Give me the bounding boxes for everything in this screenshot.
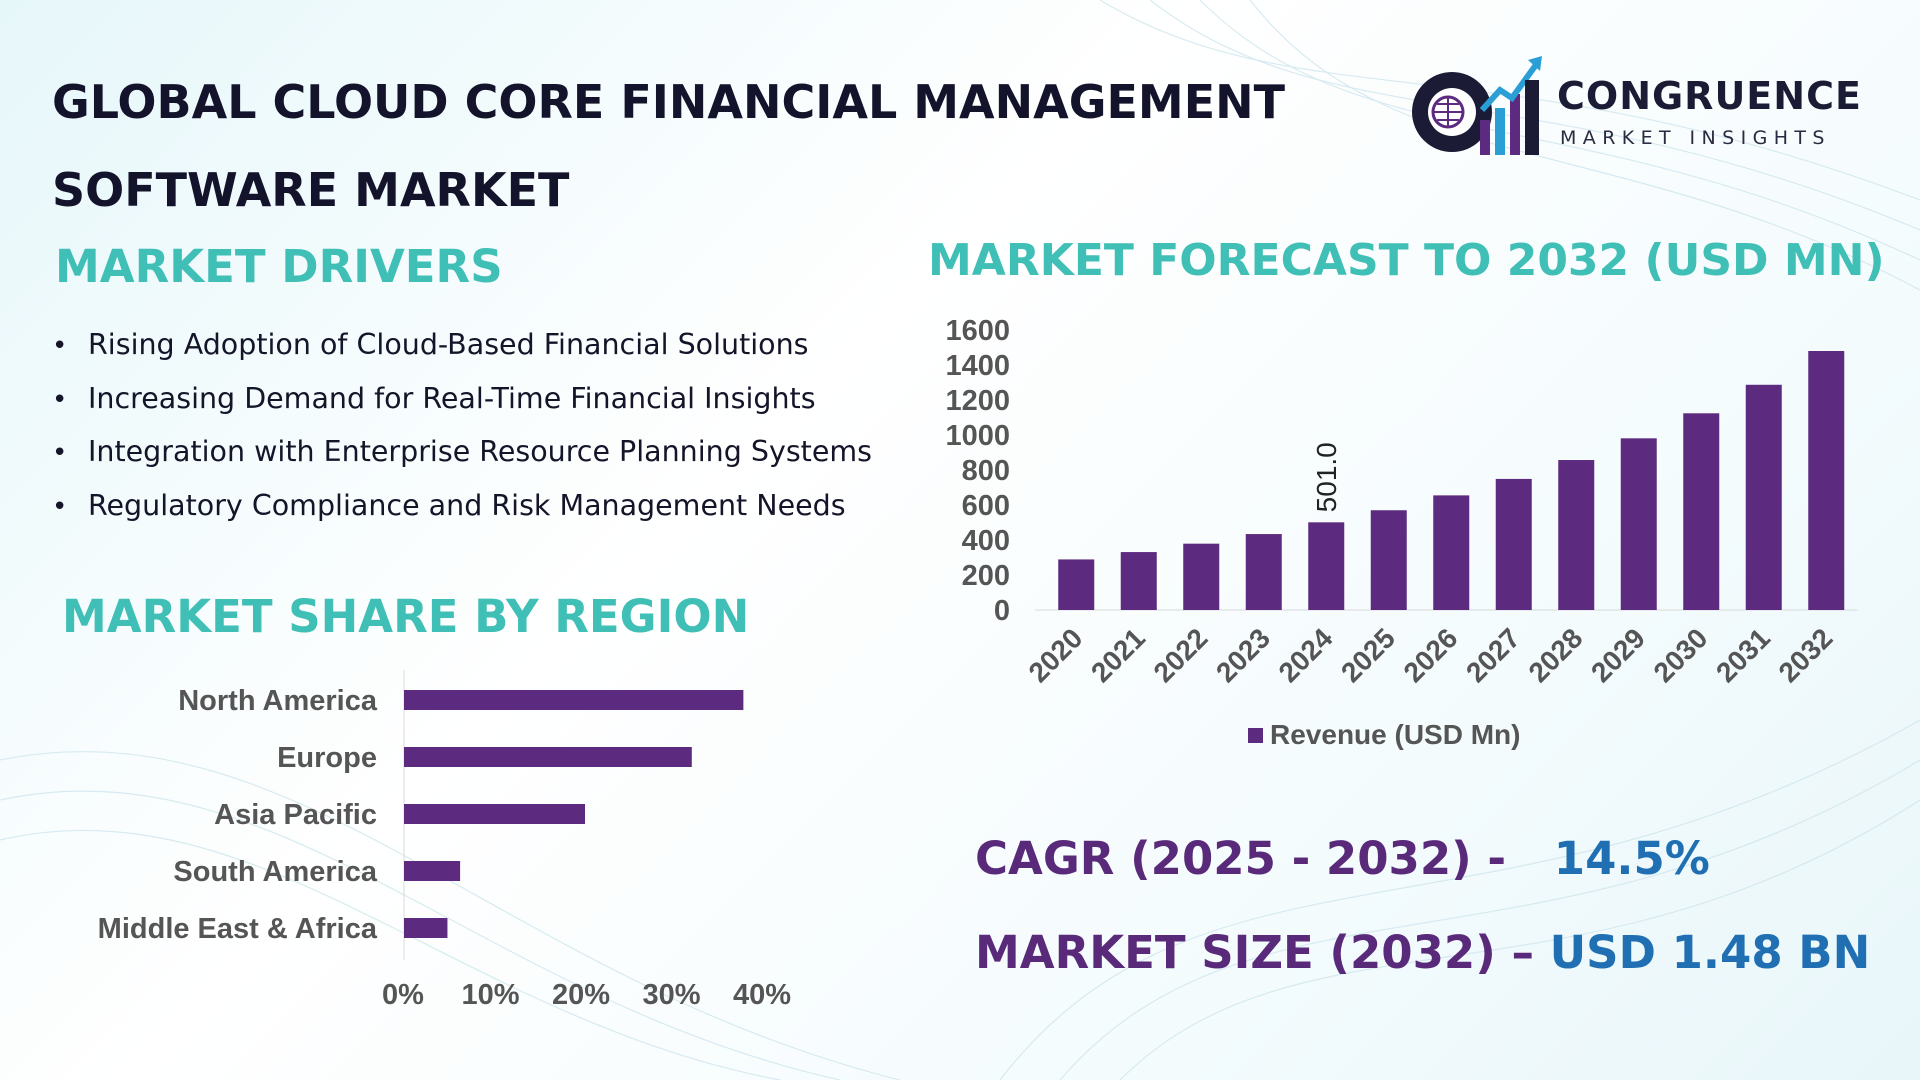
driver-item: • Regulatory Compliance and Risk Manageme…	[52, 483, 872, 537]
forecast-bar-2025	[1370, 510, 1407, 610]
forecast-bar-2022	[1183, 543, 1220, 610]
forecast-bar-2027	[1495, 478, 1532, 610]
forecast-bar-chart: 0200400600800100012001400160020202021202…	[945, 315, 1858, 750]
y-tick-label: 200	[962, 560, 1010, 592]
forecast-bar-2024	[1308, 522, 1345, 610]
region-share-bar-chart: North America Europe Asia Pacific South Ame…	[98, 670, 791, 1011]
x-tick-label: 2025	[1335, 622, 1401, 688]
forecast-bar-2020	[1058, 559, 1095, 610]
company-logo: CONGRUENCE MARKET INSIGHTS	[1400, 50, 1880, 160]
forecast-heading: MARKET FORECAST TO 2032 (USD MN)	[928, 235, 1885, 286]
region-bar-middle-east-africa	[404, 918, 448, 938]
forecast-bar-2028	[1558, 460, 1595, 610]
market-drivers-list: • Rising Adoption of Cloud-Based Financia…	[52, 322, 872, 536]
forecast-bar-2032	[1808, 351, 1845, 610]
x-tick-label: 40%	[733, 979, 791, 1011]
driver-text: Increasing Demand for Real-Time Financia…	[88, 381, 816, 415]
forecast-bar-2021	[1120, 552, 1157, 610]
legend-swatch	[1248, 728, 1263, 743]
forecast-bar-2026	[1433, 495, 1470, 610]
market-size-label: MARKET SIZE (2032) –	[975, 926, 1534, 979]
forecast-bar-2029	[1620, 438, 1657, 610]
region-label: Europe	[277, 742, 377, 774]
y-tick-label: 1400	[945, 350, 1010, 382]
x-tick-label: 2026	[1398, 622, 1464, 688]
driver-text: Rising Adoption of Cloud-Based Financial…	[88, 328, 809, 361]
x-tick-label: 2028	[1523, 622, 1589, 688]
cagr-summary: CAGR (2025 - 2032) - 14.5%	[975, 832, 1710, 885]
region-bar-south-america	[404, 861, 461, 881]
y-tick-label: 400	[962, 525, 1010, 557]
bullet-icon: •	[52, 384, 68, 415]
forecast-bar-2031	[1745, 384, 1782, 610]
x-tick-label: 2020	[1023, 622, 1089, 688]
y-tick-label: 1000	[945, 420, 1010, 452]
logo-monogram-icon	[1412, 56, 1542, 155]
market-size-summary: MARKET SIZE (2032) – USD 1.48 BN	[975, 926, 1870, 979]
y-tick-label: 1200	[945, 385, 1010, 417]
forecast-bar-2030	[1683, 413, 1720, 610]
y-tick-label: 1600	[945, 315, 1010, 347]
region-share-heading: MARKET SHARE BY REGION	[62, 590, 750, 643]
cagr-value: 14.5%	[1553, 832, 1710, 885]
x-tick-label: 2031	[1710, 622, 1776, 688]
x-tick-label: 2032	[1773, 622, 1839, 688]
bullet-icon: •	[52, 438, 68, 468]
driver-item: • Rising Adoption of Cloud-Based Financia…	[52, 322, 872, 376]
logo-tagline: MARKET INSIGHTS	[1560, 127, 1831, 149]
region-label: North America	[178, 685, 378, 717]
driver-text: Integration with Enterprise Resource Pla…	[88, 435, 873, 468]
market-drivers-heading: MARKET DRIVERS	[55, 240, 503, 293]
legend-label: Revenue (USD Mn)	[1270, 719, 1520, 750]
data-label-2024: 501.0	[1311, 442, 1342, 512]
x-tick-label: 2023	[1210, 622, 1276, 688]
x-tick-label: 20%	[552, 979, 610, 1011]
x-tick-label: 2024	[1273, 622, 1339, 688]
region-bar-north-america	[404, 690, 744, 710]
x-tick-label: 30%	[642, 979, 700, 1011]
page-title: GLOBAL CLOUD CORE FINANCIAL MANAGEMENT S…	[52, 75, 1285, 217]
region-bar-asia-pacific	[404, 804, 585, 824]
x-tick-label: 2021	[1085, 622, 1151, 688]
x-tick-label: 0%	[382, 979, 424, 1011]
forecast-bar-2023	[1245, 534, 1282, 610]
driver-item: • Integration with Enterprise Resource Pl…	[52, 429, 872, 483]
logo-name: CONGRUENCE	[1557, 74, 1862, 118]
driver-item: • Increasing Demand for Real-Time Financi…	[52, 376, 872, 430]
bullet-icon: •	[52, 331, 68, 361]
region-bar-europe	[404, 747, 692, 767]
y-tick-label: 800	[962, 455, 1010, 487]
driver-text: Regulatory Compliance and Risk Managemen…	[88, 488, 846, 522]
y-tick-label: 0	[994, 595, 1010, 627]
x-tick-label: 2022	[1148, 622, 1214, 688]
y-tick-label: 600	[962, 490, 1010, 522]
x-tick-label: 10%	[461, 979, 519, 1011]
x-tick-label: 2030	[1648, 622, 1714, 688]
market-size-value: USD 1.48 BN	[1549, 926, 1871, 979]
region-label: Asia Pacific	[214, 799, 377, 831]
x-tick-label: 2027	[1460, 622, 1526, 688]
x-tick-label: 2029	[1585, 622, 1651, 688]
region-label: Middle East & Africa	[98, 913, 378, 945]
bullet-icon: •	[52, 491, 68, 522]
cagr-label: CAGR (2025 - 2032) -	[975, 832, 1507, 885]
region-label: South America	[173, 856, 377, 888]
